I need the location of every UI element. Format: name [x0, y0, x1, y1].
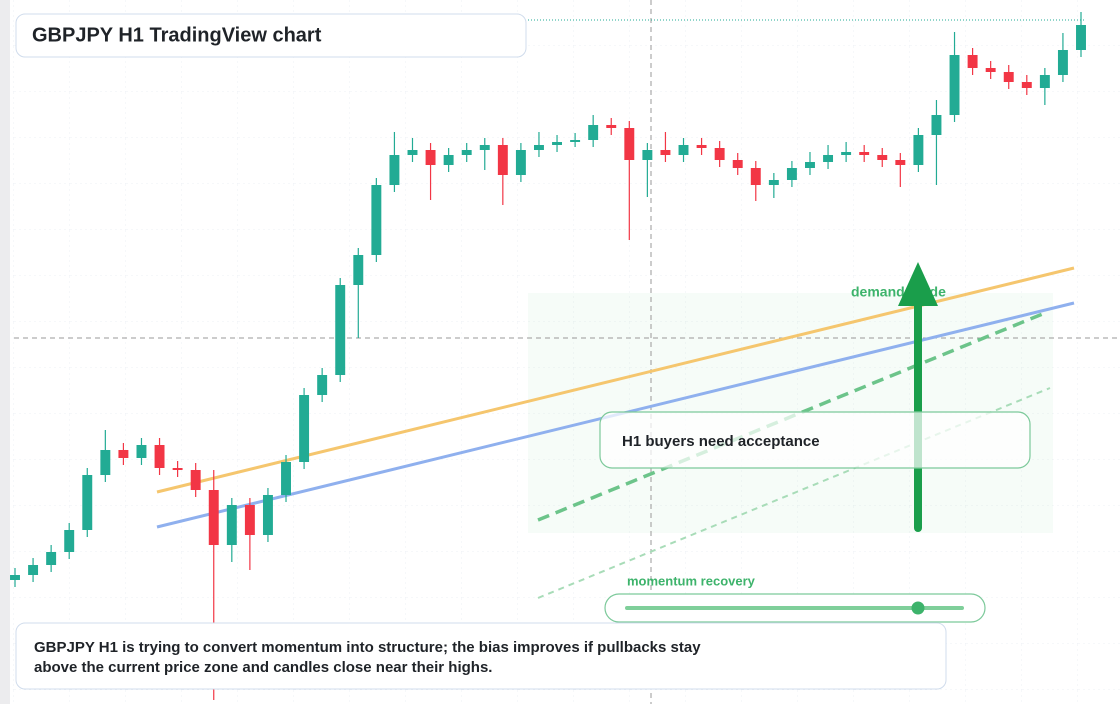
candles [10, 12, 1086, 700]
candle-body [262, 495, 273, 535]
candle-body [335, 285, 346, 375]
candle-body [1057, 50, 1068, 75]
candle-body [1039, 75, 1050, 88]
candle-body [552, 142, 563, 145]
candle-body [299, 395, 310, 462]
candle-body [281, 462, 291, 495]
slider-knob [911, 601, 925, 615]
candle-body [805, 162, 815, 168]
candle-body [100, 450, 111, 475]
candle-body [588, 125, 599, 140]
candle-body [624, 128, 635, 160]
candle-body [967, 55, 978, 68]
candle-body [172, 468, 183, 470]
candle-body [46, 552, 57, 565]
candle-body [1076, 25, 1086, 50]
candle-body [768, 180, 779, 185]
side-bar [0, 0, 10, 704]
candle-body [389, 155, 400, 185]
candle-body [877, 155, 888, 160]
candle-body [82, 475, 93, 530]
note-box [15, 622, 947, 690]
candle-body [461, 150, 472, 155]
candle-body [118, 450, 129, 458]
chart-title: GBPJPY H1 TradingView chart [32, 24, 322, 46]
candle-body [823, 155, 834, 162]
candle-body [642, 150, 653, 160]
candle-body [1003, 72, 1014, 82]
momentum-label: momentum recovery [627, 573, 756, 588]
candle-body [371, 185, 382, 255]
candle-body [10, 575, 20, 580]
note-line: GBPJPY H1 is trying to convert momentum … [34, 639, 701, 656]
candle-body [949, 55, 960, 115]
candle-body [154, 445, 165, 468]
arrow-head [898, 262, 938, 306]
candle-body [895, 160, 906, 165]
candle-body [913, 135, 924, 165]
candle-body [497, 145, 508, 175]
candle-body [317, 375, 328, 395]
candle-body [244, 505, 255, 535]
candle-body [660, 150, 671, 155]
candle-body [570, 140, 581, 142]
title-box [15, 13, 527, 58]
candle-body [678, 145, 689, 155]
candle-body [732, 160, 743, 168]
candle-body [28, 565, 39, 575]
callout-box [599, 411, 1031, 469]
candle-body [786, 168, 797, 180]
candle-body [515, 150, 526, 175]
candle-body [931, 115, 942, 135]
guide-dash-thin [537, 387, 1051, 599]
candle-body [64, 530, 75, 552]
candle-body [479, 145, 490, 150]
candle-body [859, 152, 870, 155]
candle-body [533, 145, 544, 150]
candle-body [696, 145, 707, 148]
candle-body [226, 505, 237, 545]
candle-body [841, 152, 852, 155]
candle-body [606, 125, 617, 128]
candle-body [353, 255, 364, 285]
note-line: above the current price zone and candles… [34, 659, 492, 676]
candle-body [750, 168, 761, 185]
candle-body [985, 68, 996, 72]
candle-body [714, 148, 725, 160]
candle-body [443, 155, 454, 165]
candle-body [136, 445, 147, 458]
candle-body [208, 490, 219, 545]
candle-body [190, 470, 201, 490]
candle-body [425, 150, 436, 165]
candle-body [1021, 82, 1032, 88]
callout-text: H1 buyers need acceptance [622, 433, 820, 450]
candle-body [407, 150, 418, 155]
